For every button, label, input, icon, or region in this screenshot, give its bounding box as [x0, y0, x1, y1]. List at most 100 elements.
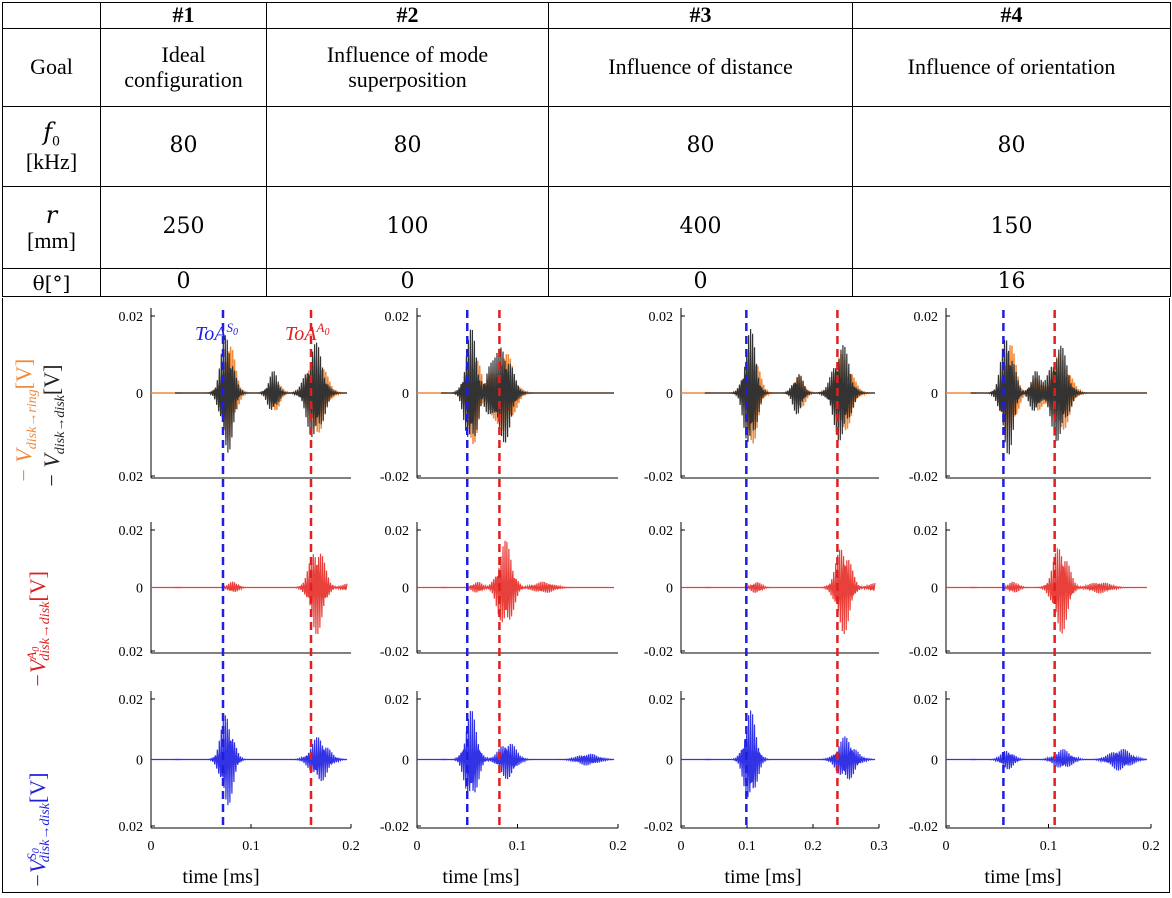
x-tick-label: 0: [414, 839, 421, 854]
theta-cell: 0: [266, 268, 549, 297]
y-tick-label: -0.02: [909, 820, 938, 835]
r-cell: 150: [852, 186, 1171, 269]
x-tick-label: 0: [678, 839, 685, 854]
x-tick-label: 0: [943, 839, 950, 854]
y-tick-label: 0.02: [119, 310, 144, 325]
column-header: #2: [266, 2, 549, 29]
row-label-goal: Goal: [2, 28, 101, 107]
svg-text:−VS0disk→disk[V]: −VS0disk→disk[V]: [24, 773, 53, 888]
y-tick-label: 0: [402, 754, 409, 769]
signal-a0: [441, 540, 614, 623]
y-tick-label: 0: [402, 387, 409, 402]
corner-cell: [2, 2, 101, 29]
r-cell: 400: [548, 186, 853, 269]
waveform-plots: − Vdisk→ring[V] − Vdisk→disk[V] −VA0disk…: [11, 308, 1160, 888]
y-tick-label: 0.02: [119, 524, 144, 539]
y-tick-label: 0.02: [385, 524, 410, 539]
theta-cell: 0: [100, 268, 267, 297]
y-tick-label: 0: [402, 582, 409, 597]
r-symbol: r: [45, 201, 58, 230]
y-tick-label: -0.02: [644, 645, 673, 660]
y-tick-label: 0.02: [119, 645, 144, 660]
y-tick-label: 0: [666, 582, 673, 597]
xlabel: time [ms]: [182, 866, 259, 888]
xlabel: time [ms]: [984, 866, 1061, 888]
f0-symbol: f: [43, 117, 53, 146]
y-tick-label: 0: [666, 387, 673, 402]
r-cell: 100: [266, 186, 549, 269]
f0-cell: 80: [266, 106, 549, 187]
x-tick-label: 0.2: [804, 839, 822, 854]
y-tick-label: 0.02: [119, 693, 144, 708]
y-tick-label: -0.02: [380, 820, 409, 835]
goal-cell: Influence of distance: [548, 28, 853, 107]
f0-cell: 80: [100, 106, 267, 187]
y-tick-label: 0: [136, 582, 143, 597]
x-tick-label: 0: [148, 839, 155, 854]
y-tick-label: -0.02: [644, 470, 673, 485]
ylabel-disk: − Vdisk→disk[V]: [39, 365, 68, 488]
y-tick-label: 0.02: [119, 470, 144, 485]
column-header: #3: [548, 2, 853, 29]
x-tick-label: 0.2: [342, 839, 360, 854]
f0-cell: 80: [548, 106, 853, 187]
signal-disk: [704, 328, 875, 442]
y-tick-label: 0: [136, 387, 143, 402]
f0-cell: 80: [852, 106, 1171, 187]
toa-s0-label: ToAS0: [195, 320, 238, 345]
y-tick-label: 0.02: [119, 820, 144, 835]
signal-s0: [441, 710, 615, 794]
x-tick-label: 0.2: [609, 839, 627, 854]
xlabel: time [ms]: [442, 866, 519, 888]
y-tick-label: 0.02: [385, 693, 410, 708]
x-tick-label: 0.1: [738, 839, 756, 854]
ylabel-row3: −VS0disk→disk[V]: [24, 773, 53, 888]
y-tick-label: 0.02: [914, 310, 939, 325]
configuration-table: #1 #2 #3 #4 Goal Ideal configuration Inf…: [2, 2, 1171, 297]
signal-disk: [175, 335, 347, 453]
theta-cell: 0: [548, 268, 853, 297]
goal-cell: Ideal configuration: [100, 28, 267, 107]
ylabel-row1: − Vdisk→ring[V] − Vdisk→disk[V]: [11, 359, 68, 488]
y-tick-label: 0.02: [649, 310, 674, 325]
signal-a0: [970, 548, 1147, 634]
y-tick-label: 0.02: [914, 693, 939, 708]
signal-disk: [441, 329, 614, 443]
signal-disk: [970, 339, 1147, 455]
signal-a0: [704, 549, 876, 635]
y-tick-label: 0: [931, 387, 938, 402]
y-tick-label: -0.02: [909, 470, 938, 485]
column-header: #4: [852, 2, 1171, 29]
waveform-panel: − Vdisk→ring[V] − Vdisk→disk[V] −VA0disk…: [2, 298, 1170, 893]
signal-s0: [704, 710, 876, 797]
goal-cell: Influence of mode superposition: [266, 28, 549, 107]
ylabel-ring: − Vdisk→ring[V]: [11, 359, 40, 483]
xlabel: time [ms]: [724, 866, 801, 888]
y-tick-label: 0.02: [649, 693, 674, 708]
row-label-theta: θ[°]: [2, 268, 101, 297]
x-tick-label: 0.3: [870, 839, 888, 854]
signal-s0: [970, 748, 1148, 771]
theta-cell: 16: [852, 268, 1171, 297]
y-tick-label: -0.02: [380, 645, 409, 660]
signal-a0: [175, 553, 348, 635]
y-tick-label: -0.02: [909, 645, 938, 660]
goal-cell: Influence of orientation: [852, 28, 1171, 107]
svg-text:−VA0disk→disk[V]: −VA0disk→disk[V]: [24, 571, 53, 688]
row-label-f0: f0 [kHz]: [2, 106, 101, 187]
y-tick-label: 0: [666, 754, 673, 769]
column-header: #1: [100, 2, 267, 29]
x-tick-label: 0.2: [1142, 839, 1160, 854]
row-label-r: r [mm]: [2, 186, 101, 269]
x-tick-label: 0.1: [1040, 839, 1058, 854]
y-tick-label: -0.02: [380, 470, 409, 485]
y-tick-label: 0.02: [914, 524, 939, 539]
y-tick-label: 0: [931, 754, 938, 769]
y-tick-label: 0: [931, 582, 938, 597]
y-tick-label: -0.02: [644, 820, 673, 835]
y-tick-label: 0.02: [649, 524, 674, 539]
signal-s0: [175, 715, 348, 806]
y-tick-label: 0: [136, 754, 143, 769]
